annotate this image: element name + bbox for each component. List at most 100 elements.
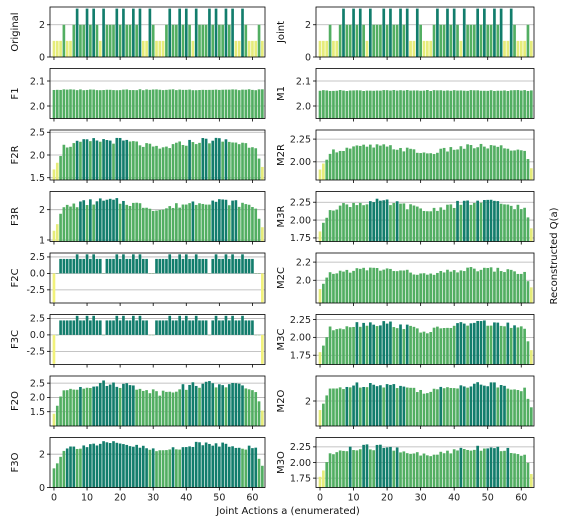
bar (59, 89, 62, 119)
bar (191, 40, 195, 57)
bar (452, 207, 456, 242)
panel-m2c: 2.0 2.2 M2C (276, 252, 535, 306)
bar (342, 389, 345, 426)
bar (325, 217, 329, 242)
bar (65, 258, 69, 274)
bar (112, 143, 115, 180)
bar (188, 203, 191, 242)
bar (135, 90, 138, 119)
bar (318, 410, 322, 426)
bar (55, 405, 59, 426)
bar (55, 162, 59, 180)
bar (112, 382, 115, 426)
bar (332, 454, 335, 488)
bar (59, 456, 62, 488)
bar (211, 140, 215, 180)
bar (395, 328, 399, 365)
bar (115, 90, 119, 119)
bar (523, 90, 526, 119)
bar (432, 388, 436, 426)
bar (513, 90, 516, 119)
y-tick-label: 2 (305, 396, 311, 407)
y-tick-label: 0 (39, 483, 45, 494)
y-axis-title-m3c: M3C (276, 329, 287, 351)
bar (234, 258, 238, 274)
bar (322, 40, 325, 57)
bar (526, 341, 530, 365)
bar (392, 24, 396, 57)
bar (402, 386, 406, 426)
bar (92, 8, 95, 57)
bar (382, 144, 386, 180)
bar (529, 90, 533, 119)
bar (405, 324, 409, 365)
bar (224, 139, 228, 180)
bar (184, 89, 188, 119)
bar (399, 385, 402, 426)
bar (452, 149, 456, 180)
bar (224, 89, 228, 119)
bar (529, 287, 533, 303)
x-tick-label: 20 (114, 493, 126, 504)
panel-f2o: 1.5 2.0 2.5 F2O (10, 375, 266, 429)
bar (379, 385, 382, 426)
bar (234, 40, 238, 57)
bar (355, 322, 359, 365)
bar (227, 205, 231, 242)
bar (415, 206, 419, 242)
bar (516, 327, 520, 365)
bar (499, 203, 503, 242)
bar (128, 258, 132, 274)
bar (322, 345, 325, 365)
bar (345, 269, 349, 303)
bar (148, 449, 152, 488)
bar (379, 145, 382, 180)
bar (392, 203, 396, 242)
bar (135, 24, 138, 57)
bar (419, 389, 422, 426)
bar (128, 24, 132, 57)
y-tick-label: 1.75 (290, 233, 311, 244)
bar (368, 322, 372, 365)
bar (158, 40, 162, 57)
bar (118, 24, 122, 57)
bar (184, 145, 188, 180)
bar (165, 320, 168, 335)
bar (89, 199, 92, 242)
bar (442, 147, 446, 180)
bar (348, 446, 352, 488)
bar (145, 258, 148, 274)
bar (241, 202, 244, 242)
bar (214, 137, 218, 180)
bar (261, 410, 264, 426)
bar (218, 320, 221, 335)
bar (503, 450, 506, 488)
bar (446, 90, 449, 119)
bar (372, 147, 376, 180)
bar (449, 147, 453, 180)
bar (125, 89, 129, 119)
bar (92, 89, 95, 119)
bar (72, 89, 76, 119)
bar (118, 258, 122, 274)
bar (459, 322, 463, 365)
bar (395, 447, 399, 488)
bar (257, 218, 261, 242)
bar (62, 450, 66, 488)
bar (211, 445, 215, 488)
bar (375, 144, 379, 180)
bar (218, 384, 221, 426)
bar (318, 231, 322, 242)
bar (191, 201, 195, 242)
bar (338, 24, 342, 57)
bar (102, 441, 105, 488)
bar (65, 147, 69, 180)
panel-m2o: 2 M2O (276, 375, 535, 429)
y-axis-title-f3o: F3O (10, 452, 21, 472)
bar (496, 24, 500, 57)
bar (338, 450, 342, 488)
bar (125, 139, 129, 180)
bar (261, 40, 264, 57)
bar (322, 222, 325, 242)
bar (178, 389, 181, 426)
